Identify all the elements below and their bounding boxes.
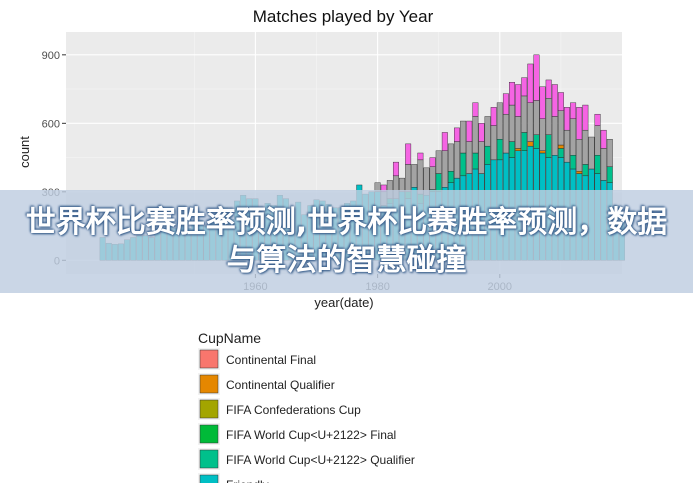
bar-segment [576,107,583,140]
bar-segment [545,134,552,158]
bar-segment [527,102,534,142]
bar-segment [472,152,479,170]
bar-segment [600,148,607,181]
bar-segment [405,164,412,193]
bar-segment [515,148,522,151]
bar-segment [515,84,522,117]
bar-segment [405,143,412,165]
chart-title: Matches played by Year [253,7,434,26]
bar-segment [582,104,589,131]
bar-segment [570,155,577,170]
bar-segment [460,120,467,154]
legend-label: FIFA World Cup<U+2122> Qualifier [226,453,415,467]
bar-segment [490,125,497,161]
bar-segment [533,100,540,135]
bar-segment [557,148,564,158]
bar-segment [484,116,491,147]
bar-segment [502,93,509,115]
bar-segment [478,123,485,142]
bar-segment [521,132,528,151]
bar-segment [454,127,460,142]
legend-label: FIFA World Cup<U+2122> Final [226,428,396,442]
bar-segment [484,145,491,165]
bar-segment [539,150,546,154]
bar-segment [570,102,577,119]
bar-segment [582,129,589,165]
bar-segment [460,152,467,177]
legend-label: Continental Final [226,353,316,367]
bar-segment [417,159,424,195]
legend-swatch [199,374,219,394]
bar-segment [606,139,613,167]
legend-label: Friendly [226,478,269,483]
bar-segment [429,166,436,190]
y-tick-label: 600 [42,118,60,130]
bar-segment [496,139,503,161]
bar-segment [466,141,473,174]
bar-segment [576,139,583,172]
watermark-text: 世界杯比赛胜率预测,世界杯比赛胜率预测，数据与算法的智慧碰撞 [25,204,668,278]
legend-label: Continental Qualifier [226,378,335,392]
bar-segment [582,164,589,177]
bar-segment [594,155,601,174]
bar-segment [509,82,515,106]
bar-segment [527,141,534,147]
legend-swatch [199,474,219,483]
bar-segment [435,150,442,174]
bar-segment [472,116,479,154]
bar-segment [509,141,515,158]
bar-segment [447,143,454,172]
bar-segment [447,171,454,183]
bar-segment [564,129,570,163]
legend: Continental Final Continental Qualifier FI… [198,348,415,483]
bar-segment [478,141,485,174]
y-tick-label: 900 [42,50,60,62]
legend-swatch [199,399,219,419]
bar-segment [594,113,601,126]
bar-segment [521,77,528,97]
bar-segment [551,84,558,117]
legend-title: CupName [198,330,261,346]
bar-segment [509,104,515,142]
watermark-banner: 世界杯比赛胜率预测,世界杯比赛胜率预测，数据与算法的智慧碰撞 [0,190,693,293]
bar-segment [441,150,448,188]
bar-segment [588,136,595,170]
bar-segment [606,166,613,183]
bar-segment [466,120,473,142]
bar-segment [392,161,399,177]
bar-segment [533,134,540,149]
legend-swatch [199,424,219,444]
bar-segment [429,157,436,167]
bar-segment [472,102,479,117]
bar-segment [441,132,448,151]
bar-segment [570,118,577,156]
bar-segment [539,118,546,151]
bar-segment [521,95,528,133]
bar-segment [515,116,522,149]
bar-segment [539,86,546,119]
bar-segment [527,63,534,103]
legend-label: FIFA Confederations Cup [226,403,361,417]
legend-swatch [199,449,219,469]
legend-swatch [199,349,219,369]
y-axis-label: count [17,136,32,168]
bar-segment [564,107,570,131]
bar-segment [600,129,607,149]
bar-segment [411,164,418,188]
bar-segment [545,79,552,99]
x-axis-label: year(date) [314,295,373,310]
bar-segment [490,107,497,126]
bar-segment [557,144,564,149]
bar-segment [557,110,564,146]
bar-segment [502,113,509,154]
bar-segment [557,92,564,111]
bar-segment [594,125,601,156]
bar-segment [545,98,552,135]
bar-segment [496,102,503,140]
bar-segment [576,171,583,174]
bar-segment [417,152,424,161]
bar-segment [454,141,460,179]
bar-segment [551,116,558,156]
bar-segment [533,54,540,101]
